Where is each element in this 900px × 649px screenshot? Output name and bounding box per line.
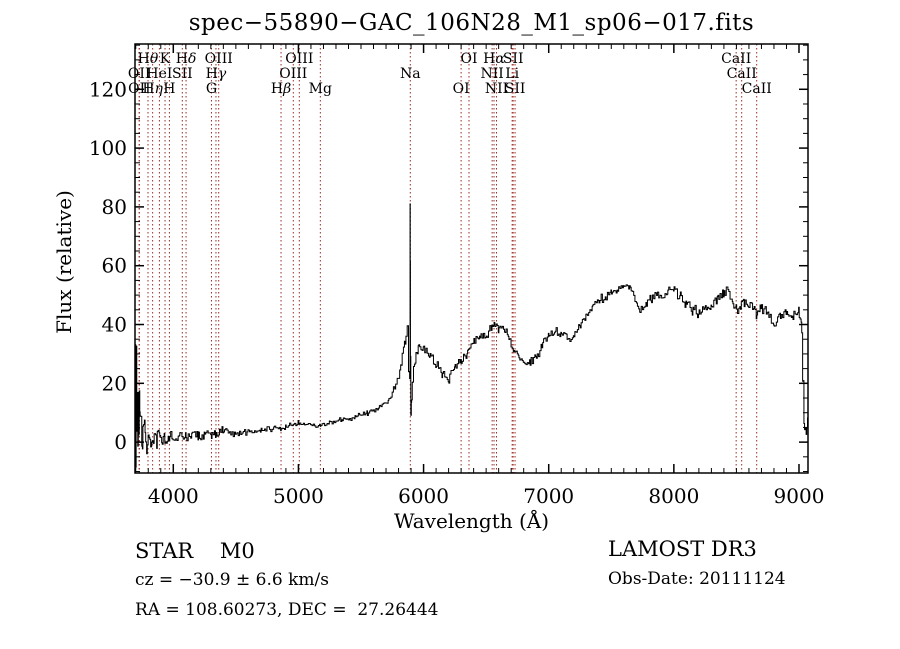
spectral-line-label: CaII bbox=[742, 81, 772, 97]
y-tick-label: 40 bbox=[102, 313, 127, 337]
x-tick-label: 5000 bbox=[273, 484, 324, 508]
spectral-line-label: OIII bbox=[285, 51, 313, 67]
radec-text: RA = 108.60273, DEC = 27.26444 bbox=[135, 600, 439, 620]
y-tick-label: 120 bbox=[89, 77, 127, 101]
spectral-line-label: OIII bbox=[205, 51, 233, 67]
y-axis-label: Flux (relative) bbox=[52, 190, 76, 334]
spectral-line-label: Na bbox=[400, 66, 421, 82]
chart-title: spec−55890−GAC_106N28_M1_sp06−017.fits bbox=[188, 10, 755, 36]
survey-text: LAMOST DR3 bbox=[608, 537, 757, 561]
spectral-line-label: Mg bbox=[309, 81, 332, 97]
spectral-line-label: Hη bbox=[142, 81, 163, 97]
spectral-line-label: Li bbox=[505, 66, 519, 82]
spectral-line-label: Hδ bbox=[176, 51, 197, 67]
spectral-line-label: SII bbox=[172, 66, 193, 82]
y-tick-label: 20 bbox=[102, 371, 127, 395]
spectral-line-label: HeI bbox=[146, 66, 172, 82]
spectral-line-label: OI bbox=[453, 81, 470, 97]
x-tick-label: 4000 bbox=[148, 484, 199, 508]
spectral-line-label: NII bbox=[485, 81, 508, 97]
spectral-line-label: K bbox=[160, 51, 171, 67]
spectral-line-label: Hγ bbox=[206, 66, 227, 82]
spectral-line-label: OIII bbox=[279, 66, 307, 82]
spectral-line-label: CaII bbox=[727, 66, 757, 82]
spectral-line-label: OI bbox=[460, 51, 477, 67]
plot-frame bbox=[134, 43, 809, 474]
spectral-line-label: H bbox=[163, 81, 175, 97]
y-tick-label: 100 bbox=[89, 136, 127, 160]
spectral-line-label: NII bbox=[480, 66, 503, 82]
x-axis-label: Wavelength (Å) bbox=[393, 509, 550, 533]
spectral-line-label: G bbox=[206, 81, 217, 97]
obs-date-text: Obs-Date: 20111124 bbox=[608, 569, 786, 589]
spectrum-line bbox=[134, 203, 808, 468]
spectral-line-label: Hθ bbox=[138, 51, 159, 67]
spectral-line-label: CaII bbox=[721, 51, 751, 67]
x-tick-label: 8000 bbox=[648, 484, 699, 508]
y-tick-label: 80 bbox=[102, 195, 127, 219]
object-class-text: STAR M0 bbox=[135, 539, 255, 563]
spectral-line-label: SII bbox=[505, 81, 526, 97]
x-tick-label: 9000 bbox=[774, 484, 825, 508]
spectral-line-label: SII bbox=[503, 51, 524, 67]
cz-text: cz = −30.9 ± 6.6 km/s bbox=[135, 570, 329, 590]
spectral-line-label: Hα bbox=[483, 51, 505, 67]
x-tick-label: 7000 bbox=[523, 484, 574, 508]
y-tick-label: 60 bbox=[102, 254, 127, 278]
spectral-line-label: Hβ bbox=[271, 81, 291, 97]
spectral-line-label: OII bbox=[128, 66, 151, 82]
x-tick-label: 6000 bbox=[398, 484, 449, 508]
y-tick-label: 0 bbox=[114, 430, 127, 454]
